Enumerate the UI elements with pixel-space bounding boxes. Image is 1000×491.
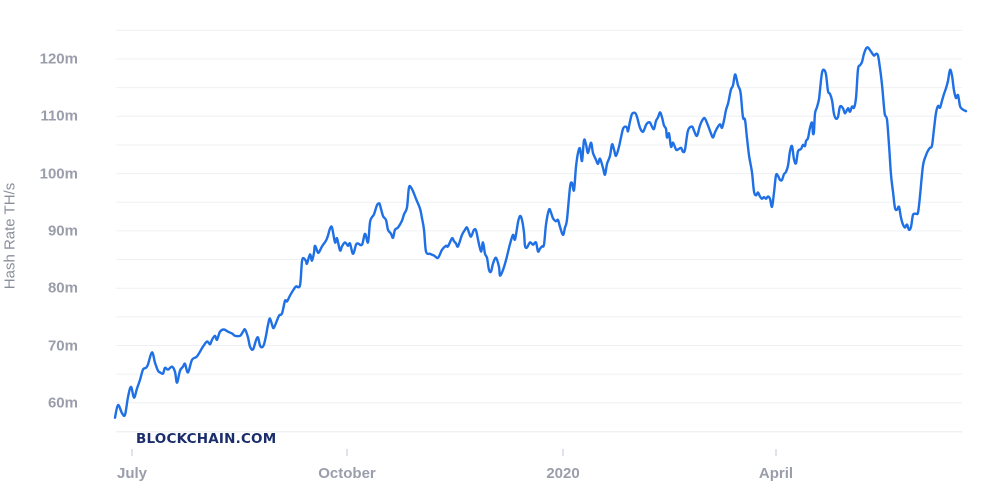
x-tick-label: October [318,465,376,482]
y-tick-label: 60m [47,394,78,412]
y-tick-label: 90m [47,222,78,240]
gridlines [116,29,962,433]
x-tick-label: 2020 [546,465,580,482]
y-tick-label: 110m [40,107,78,125]
y-tick-label: 120m [39,50,78,68]
blockchain-com-watermark: BLOCKCHAIN.COM [136,431,277,447]
hash-rate-line [113,46,968,419]
y-tick-label: 80m [47,279,78,297]
y-tick-label: 100m [39,165,78,183]
x-tick-label: April [758,465,794,482]
x-axis-tick-marks [131,449,777,456]
y-tick-label: 70m [47,337,78,354]
y-axis-title: Hash Rate TH/s [1,182,19,290]
x-tick-label: July [116,465,148,482]
